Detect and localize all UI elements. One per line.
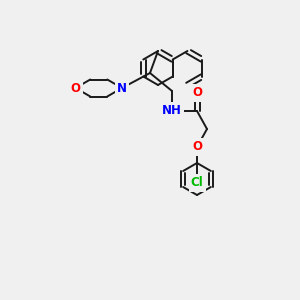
- Text: N: N: [117, 82, 127, 94]
- Text: O: O: [70, 82, 81, 94]
- Text: Cl: Cl: [190, 176, 203, 190]
- Text: O: O: [192, 86, 202, 100]
- Text: NH: NH: [162, 104, 182, 118]
- Text: O: O: [192, 140, 202, 154]
